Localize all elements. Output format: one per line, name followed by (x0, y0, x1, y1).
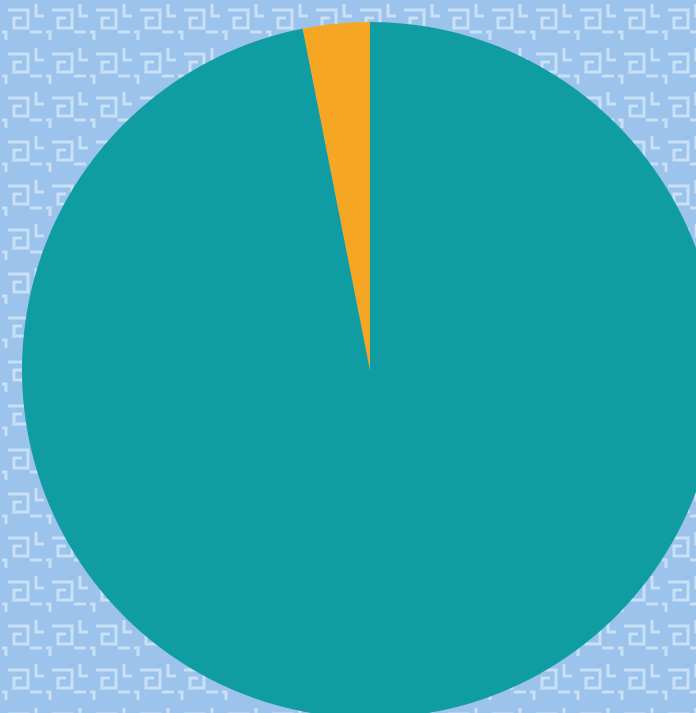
pie-slice-2 (302, 22, 370, 370)
pie-slice-1 (21, 22, 696, 713)
